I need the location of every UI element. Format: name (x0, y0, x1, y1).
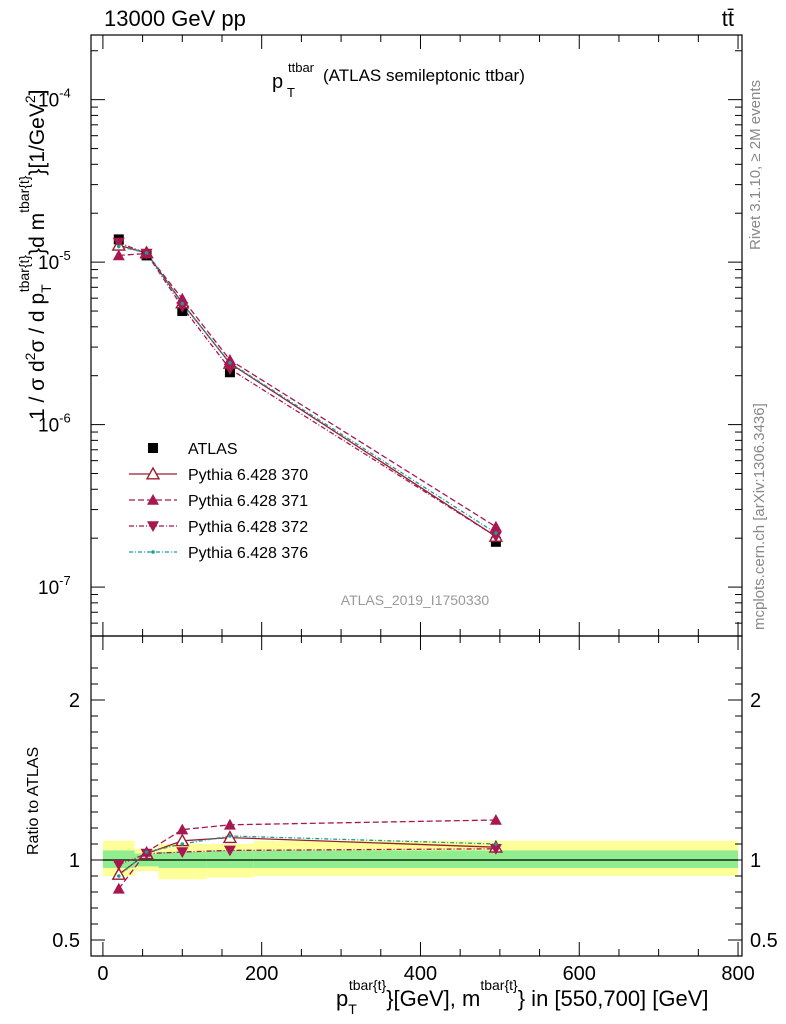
x-tick-label: 600 (563, 963, 596, 985)
svg-text:pTtbar{t}}[GeV], mtbar{t}} in: pTtbar{t}}[GeV], mtbar{t}} in [550,700] … (336, 977, 709, 1017)
data-point (180, 842, 185, 846)
data-point (112, 860, 125, 871)
data-point (112, 249, 125, 261)
energy-label: 13000 GeV pp (104, 6, 246, 31)
data-point (228, 834, 232, 838)
data-point (151, 550, 155, 554)
legend-label: ATLAS (188, 441, 238, 458)
data-point (180, 301, 185, 306)
data-point (223, 845, 236, 857)
ratio-panel: 0.5 0.5 1 1 2 2 0 200 400 600 800 (52, 635, 778, 985)
data-point (140, 848, 153, 860)
data-point (116, 874, 121, 878)
ratio-frame (90, 635, 743, 957)
plot-title-sup: ttbar (288, 60, 315, 75)
legend-label: Pythia 6.428 376 (188, 545, 308, 562)
data-point (112, 882, 125, 894)
ratio-series (111, 814, 504, 894)
data-point (223, 353, 236, 365)
data-point (147, 494, 159, 505)
ratio-bands (102, 840, 739, 880)
data-point (176, 302, 189, 313)
y-tick-label: 10-4 (38, 86, 71, 112)
plot-title-rest: (ATLAS semileptonic ttbar) (323, 66, 525, 85)
data-point (176, 292, 189, 304)
ratio-y-tick-label: 1 (69, 850, 80, 872)
main-y-ticks: 10-7 10-6 10-5 10-4 (38, 50, 742, 637)
uncertainty-band-green (102, 850, 135, 868)
legend-label: Pythia 6.428 372 (188, 519, 308, 536)
ratio-y-ticks: 0.5 0.5 1 1 2 2 (52, 667, 778, 952)
x-tick-label: 200 (245, 963, 278, 985)
legend: ATLAS Pythia 6.428 370 Pythia 6.428 371 Pyt… (129, 441, 308, 562)
data-point (176, 823, 189, 835)
ratio-x-ticks: 0 200 400 600 800 (97, 636, 755, 985)
data-point (145, 466, 161, 480)
uncertainty-band-green (253, 850, 739, 868)
legend-label: Pythia 6.428 370 (188, 467, 308, 484)
main-series (111, 234, 504, 547)
data-point (228, 361, 232, 365)
process-label: tt̄ (722, 6, 734, 31)
rivet-label: Rivet 3.1.10, ≥ 2M events (747, 80, 764, 250)
ratio-series-line (118, 848, 496, 866)
data-point (489, 520, 502, 532)
data-point (176, 847, 189, 858)
main-x-ticks (102, 35, 739, 636)
main-panel: 10-7 10-6 10-5 10-4 p T ttbar (ATLAS semile… (38, 34, 743, 637)
data-point (223, 364, 236, 375)
data-point (116, 244, 121, 249)
ratio-y-tick-label: 0.5 (52, 930, 80, 952)
data-point (144, 251, 149, 255)
x-axis-label: pTtbar{t}}[GeV], mtbar{t}} in [550,700] … (336, 977, 709, 1017)
analysis-id: ATLAS_2019_I1750330 (341, 592, 490, 608)
data-point (112, 237, 125, 249)
plot-title-main: p (272, 71, 283, 93)
data-point (111, 866, 126, 880)
series-line (118, 252, 497, 528)
uncertainty-band-green (206, 850, 254, 868)
y-tick-label: 10-7 (38, 573, 71, 599)
legend-label: Pythia 6.428 371 (188, 493, 308, 510)
data-point (148, 443, 158, 453)
x-tick-label: 800 (721, 963, 754, 985)
plot-title-sub: T (287, 85, 295, 100)
main-y-label: 1 / σ d2σ / d pTtbar{t}}d mtbar{t}}[1/Ge… (16, 89, 54, 420)
data-point (489, 814, 502, 825)
ratio-y-label: Ratio to ATLAS (25, 747, 42, 855)
data-point (494, 842, 498, 846)
x-tick-label: 0 (97, 963, 108, 985)
data-point (147, 521, 159, 532)
data-point (223, 818, 236, 830)
mcplots-label: mcplots.cern.ch [arXiv:1306.3436] (751, 403, 768, 630)
ratio-y-tick-label-right: 0.5 (750, 930, 778, 952)
x-tick-label: 400 (404, 963, 437, 985)
data-point (144, 850, 149, 854)
ratio-y-tick-label-right: 1 (750, 850, 761, 872)
ratio-series-line (118, 819, 496, 890)
data-point (489, 844, 502, 855)
y-tick-label: 10-5 (38, 248, 71, 274)
data-point (489, 531, 502, 543)
y-tick-label: 10-6 (38, 411, 71, 437)
ratio-y-tick-label-right: 2 (750, 690, 761, 712)
svg-text:1 / σ d2σ / d pTtbar{t}}d mtb: 1 / σ d2σ / d pTtbar{t}}d mtbar{t}}[1/Ge… (16, 89, 54, 420)
data-point (494, 531, 498, 535)
ratio-y-tick-label: 2 (69, 690, 80, 712)
